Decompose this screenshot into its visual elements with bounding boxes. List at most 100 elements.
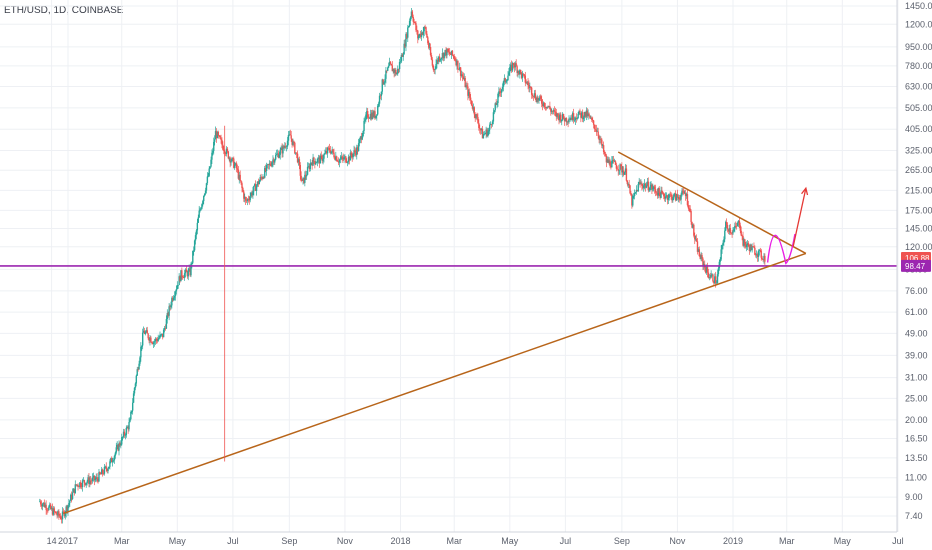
y-tick-label: 31.00 bbox=[905, 373, 928, 383]
candle-body bbox=[236, 168, 239, 170]
candle-body bbox=[121, 436, 124, 438]
candle-body bbox=[110, 458, 112, 462]
y-tick-label: 325.00 bbox=[905, 146, 932, 156]
candle-body bbox=[153, 341, 156, 343]
price-axis[interactable]: 1450.00 1200.00 950.00 780.00 630.00 505.00 40… bbox=[905, 1, 932, 521]
candle-body bbox=[101, 469, 103, 475]
candle-body bbox=[111, 458, 113, 463]
candle-body bbox=[228, 157, 230, 159]
candle-body bbox=[320, 155, 322, 157]
current-price-badge: 106.88 bbox=[905, 254, 930, 263]
candle-body bbox=[203, 195, 205, 202]
candle-body bbox=[54, 511, 56, 513]
candle-body bbox=[533, 93, 536, 97]
candle-body bbox=[681, 190, 683, 196]
candle-body bbox=[136, 369, 138, 376]
candle-body bbox=[295, 152, 297, 154]
candle-body bbox=[141, 345, 143, 347]
candle-body bbox=[92, 475, 95, 478]
candle-body bbox=[739, 225, 741, 231]
candle-body bbox=[158, 337, 160, 339]
candle-body bbox=[336, 161, 339, 162]
candle-body bbox=[226, 148, 229, 152]
candle-body bbox=[371, 112, 373, 120]
candle-body bbox=[600, 139, 602, 140]
candle-body bbox=[372, 112, 374, 117]
candle-body bbox=[274, 155, 277, 160]
candle-body bbox=[215, 131, 218, 139]
candle-body bbox=[748, 246, 751, 252]
candle-body bbox=[172, 298, 174, 300]
candle-body bbox=[715, 282, 718, 284]
candle-body bbox=[737, 220, 740, 223]
y-tick-label: 61.00 bbox=[905, 307, 928, 317]
candle-body bbox=[629, 185, 631, 194]
candle-body bbox=[367, 117, 370, 119]
candle-body bbox=[392, 69, 394, 72]
candle-body bbox=[480, 128, 483, 131]
candle-body bbox=[648, 189, 650, 191]
candle-body bbox=[616, 168, 619, 170]
candle-body bbox=[508, 72, 510, 76]
candle-body bbox=[250, 192, 252, 197]
candle-body bbox=[667, 197, 670, 200]
candle-body bbox=[575, 117, 578, 119]
candle-body bbox=[128, 422, 130, 430]
candle-body bbox=[145, 330, 148, 333]
candle-body bbox=[276, 153, 279, 155]
candle-body bbox=[143, 330, 146, 334]
candle-body bbox=[60, 516, 62, 520]
candle-body bbox=[672, 198, 674, 201]
candle-body bbox=[45, 504, 47, 510]
candle-body bbox=[299, 164, 301, 176]
candle-body bbox=[493, 110, 496, 113]
candle-body bbox=[133, 387, 136, 394]
candle-body bbox=[502, 81, 505, 87]
candle-body bbox=[378, 95, 381, 104]
candle-body bbox=[610, 166, 612, 168]
drawings[interactable] bbox=[0, 125, 897, 515]
candle-body bbox=[260, 177, 262, 178]
y-tick-label: 175.00 bbox=[905, 205, 932, 215]
candle-body bbox=[632, 195, 634, 206]
candle-body bbox=[472, 107, 475, 109]
candle-body bbox=[66, 506, 68, 511]
candle-body bbox=[142, 330, 145, 333]
candle-body bbox=[749, 244, 752, 252]
candle-body bbox=[333, 152, 335, 158]
candle-body bbox=[191, 262, 193, 264]
candle-body bbox=[676, 194, 679, 198]
candle-body bbox=[449, 54, 452, 55]
candle-body bbox=[608, 160, 610, 163]
candle-body bbox=[633, 195, 635, 197]
candle-body bbox=[455, 60, 457, 66]
candle-body bbox=[322, 158, 324, 161]
candle-body bbox=[189, 268, 191, 276]
candle-body bbox=[705, 266, 708, 273]
candle-body bbox=[342, 157, 344, 160]
candle-body bbox=[489, 124, 492, 125]
candle-body bbox=[613, 161, 616, 162]
candle-body bbox=[684, 193, 687, 197]
candle-body bbox=[421, 32, 424, 35]
time-axis[interactable]: 14 2017 Mar May Jul Sep Nov 2018 Mar May Jul Sep Nov… bbox=[47, 536, 904, 546]
candle-body bbox=[200, 208, 202, 210]
candle-body bbox=[602, 145, 605, 153]
candle-body bbox=[106, 469, 108, 471]
candle-body bbox=[239, 174, 241, 181]
candle-body bbox=[346, 162, 348, 163]
candle-body bbox=[708, 277, 711, 278]
candle-body bbox=[693, 224, 695, 236]
candle-body bbox=[40, 504, 43, 507]
candle-body bbox=[664, 196, 667, 199]
candle-body bbox=[549, 106, 551, 109]
candle-body bbox=[728, 228, 731, 232]
candle-body bbox=[169, 306, 171, 307]
candle-body bbox=[752, 246, 754, 247]
candle-body bbox=[162, 329, 165, 338]
candle-body bbox=[224, 153, 227, 155]
x-tick-label: May bbox=[834, 536, 852, 546]
candle-body bbox=[283, 146, 285, 148]
candle-body bbox=[348, 156, 351, 161]
